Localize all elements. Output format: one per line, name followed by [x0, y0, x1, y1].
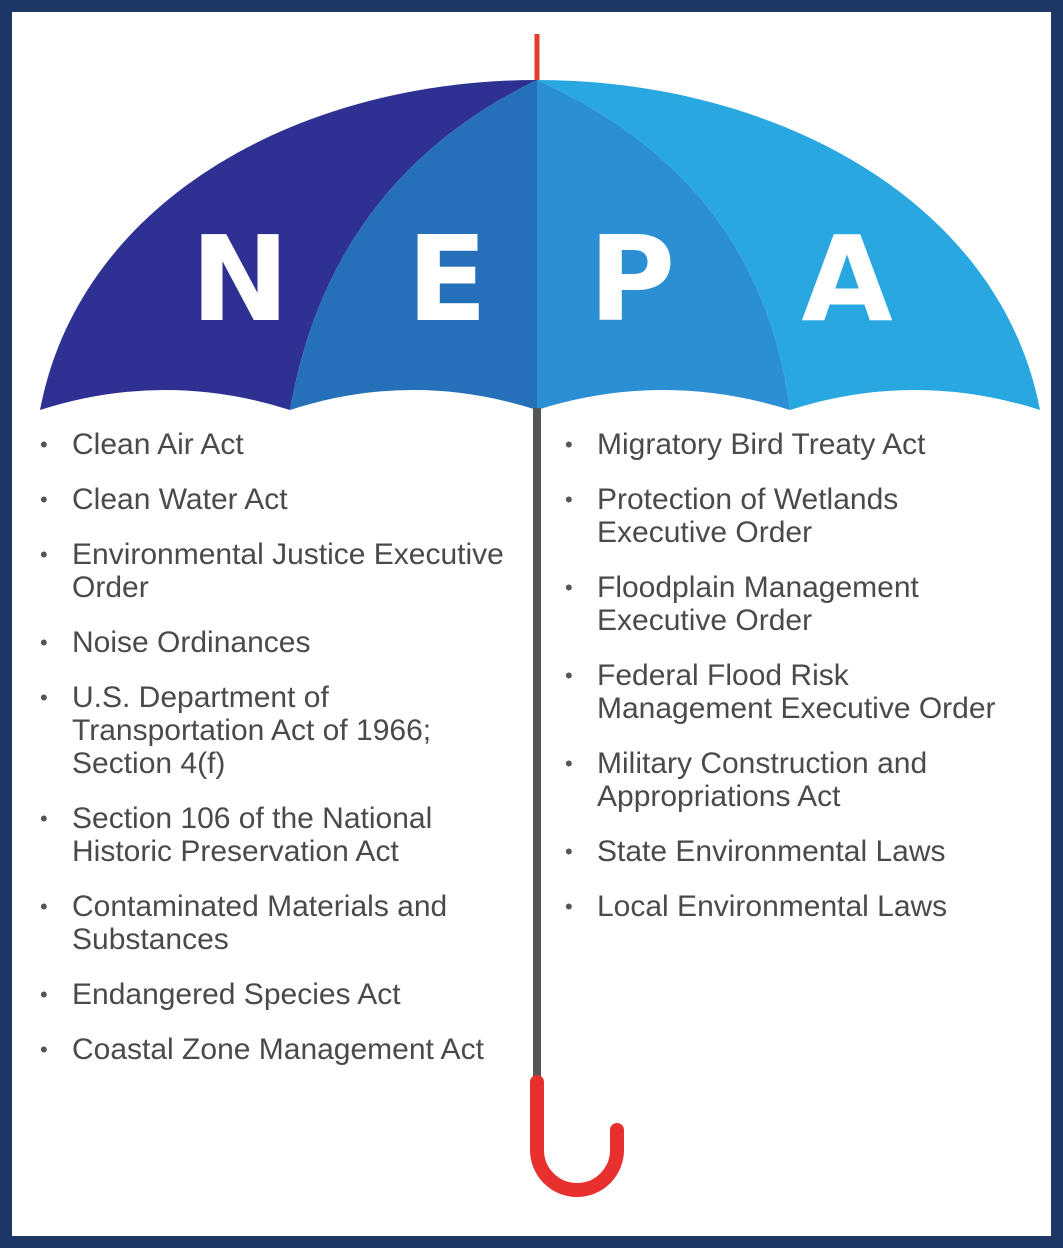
- left-list: Clean Air Act Clean Water Act Environmenta…: [40, 428, 520, 1088]
- list-item: Endangered Species Act: [40, 978, 520, 1011]
- list-item: Federal Flood Risk Management Executive …: [565, 659, 1000, 725]
- list-item: U.S. Department of Transportation Act of…: [40, 681, 520, 780]
- umbrella-handle: [537, 1082, 617, 1190]
- list-item: Environmental Justice Executive Order: [40, 538, 520, 604]
- letter: N: [191, 210, 290, 348]
- list-item: Noise Ordinances: [40, 626, 520, 659]
- list-item: State Environmental Laws: [565, 835, 1000, 868]
- letter: P: [589, 210, 675, 348]
- list-item: Contaminated Materials and Substances: [40, 890, 520, 956]
- list-item: Local Environmental Laws: [565, 890, 1000, 923]
- list-item: Coastal Zone Management Act: [40, 1033, 520, 1066]
- list-item: Section 106 of the National Historic Pre…: [40, 802, 520, 868]
- list-item: Floodplain Management Executive Order: [565, 571, 1000, 637]
- list-item: Clean Water Act: [40, 483, 520, 516]
- list-item: Clean Air Act: [40, 428, 520, 461]
- letter: A: [801, 210, 892, 348]
- list-item: Military Construction and Appropriations…: [565, 747, 1000, 813]
- right-list: Migratory Bird Treaty Act Protection of W…: [565, 428, 1000, 945]
- frame: N E P A Clean Air Act Clean Water Act Envi…: [0, 0, 1063, 1248]
- list-item: Protection of Wetlands Executive Order: [565, 483, 1000, 549]
- list-item: Migratory Bird Treaty Act: [565, 428, 1000, 461]
- letter: E: [407, 210, 488, 348]
